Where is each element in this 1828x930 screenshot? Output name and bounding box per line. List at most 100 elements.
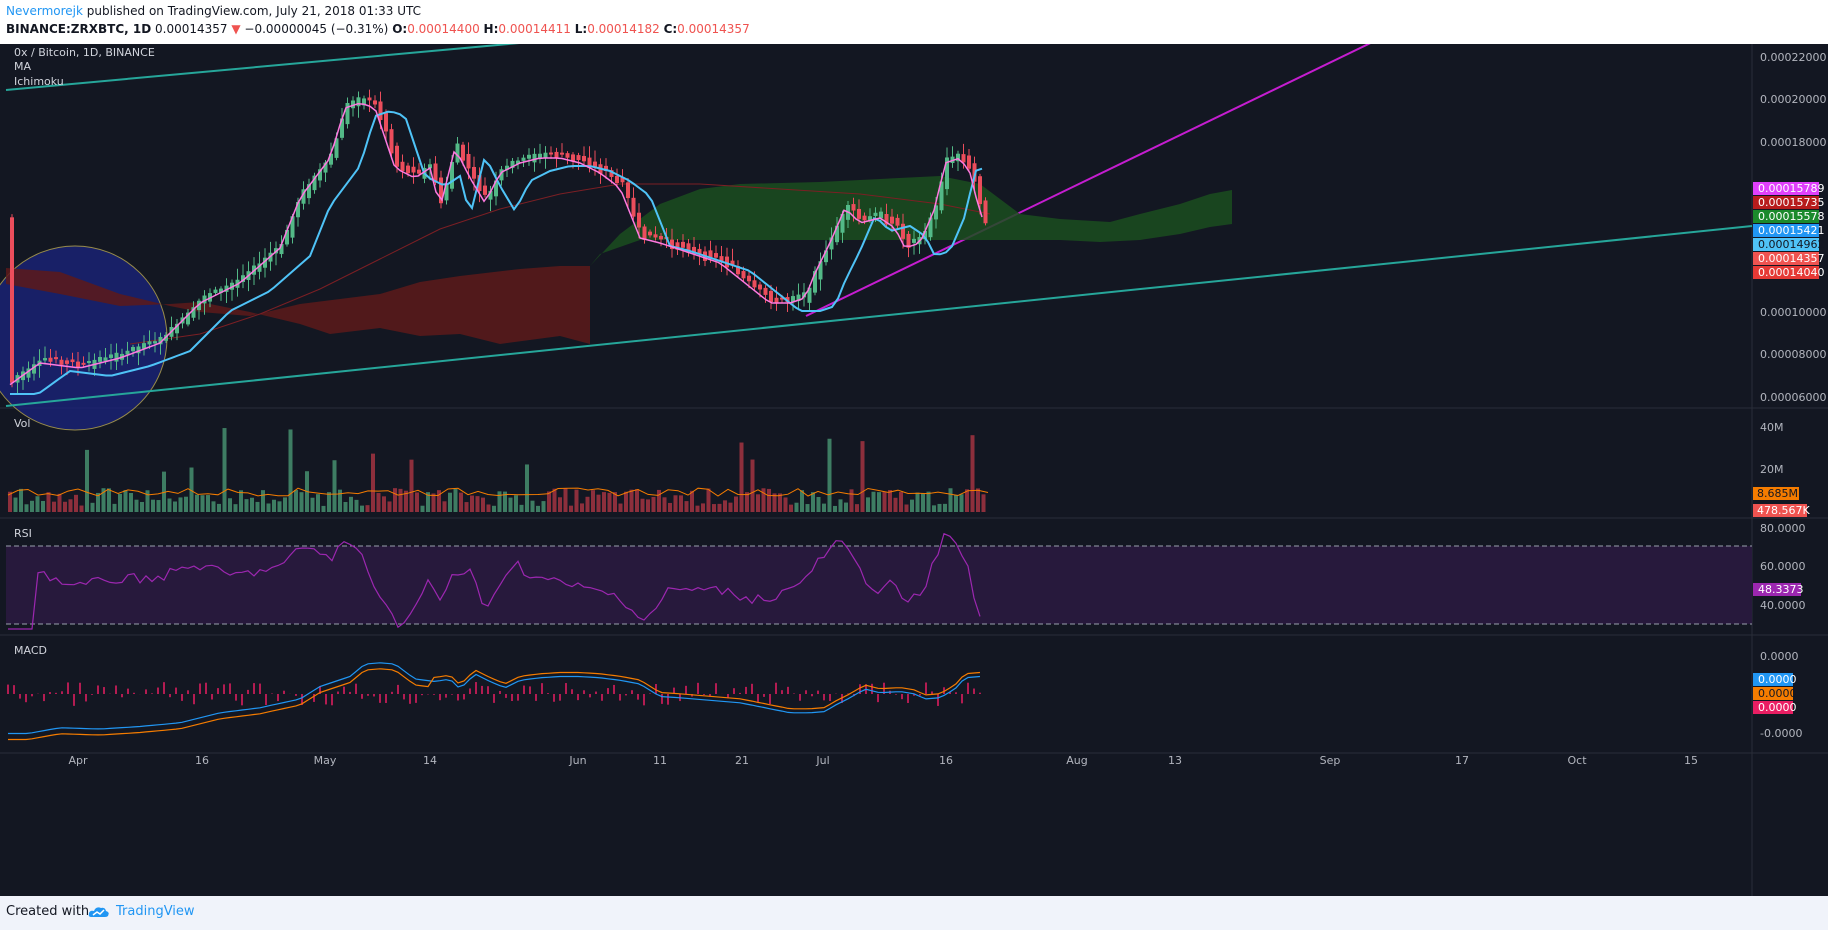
candle-body: [329, 153, 333, 165]
volume-bar: [211, 501, 216, 512]
volume-bar: [607, 492, 612, 512]
tradingview-link[interactable]: TradingView: [116, 904, 195, 919]
volume-bar: [519, 504, 524, 512]
rsi-tick: 60.0000: [1760, 560, 1806, 573]
volume-bar: [239, 490, 243, 512]
volume-bar: [52, 501, 56, 512]
volume-bar: [745, 492, 749, 512]
candle-body: [351, 100, 355, 109]
volume-bar: [464, 502, 469, 512]
candle-body: [780, 297, 784, 300]
volume-bar: [866, 497, 870, 512]
volume-bar: [651, 496, 656, 512]
vol-tick: 40M: [1760, 421, 1784, 434]
volume-bar: [96, 492, 100, 512]
candle-body: [65, 360, 69, 364]
volume-bar: [470, 495, 474, 512]
candle-body: [615, 175, 619, 184]
svg-text:0.00014357: 0.00014357: [1758, 252, 1824, 265]
volume-bar: [904, 504, 909, 512]
rsi-badge: 48.3373: [1753, 583, 1804, 596]
chart-area[interactable]: 0x / Bitcoin, 1D, BINANCE MA Ichimoku Vo…: [0, 44, 1828, 896]
trendline-teal-lower: [5, 225, 1753, 407]
volume-bar: [233, 504, 238, 512]
volume-bar: [178, 497, 183, 512]
candle-body: [48, 357, 53, 362]
candle-body: [406, 165, 410, 174]
candle-body: [175, 323, 179, 334]
volume-bar: [558, 497, 562, 512]
volume-bar: [646, 499, 650, 512]
volume-bar: [635, 489, 639, 512]
candle-body: [433, 163, 438, 183]
author-link[interactable]: Nevermorejk: [6, 4, 83, 18]
candle-body: [763, 287, 768, 295]
vol-badge: 478.567K: [1753, 504, 1810, 517]
time-tick: 16: [195, 754, 209, 767]
candle-body: [939, 181, 944, 211]
volume-bar: [376, 493, 381, 512]
chart-canvas[interactable]: 0x / Bitcoin, 1D, BINANCE MA Ichimoku Vo…: [0, 44, 1828, 896]
candle-body: [450, 162, 454, 189]
time-tick: 16: [939, 754, 953, 767]
vol-badge: 8.685M: [1753, 487, 1799, 500]
tradingview-cloud-icon[interactable]: [88, 905, 110, 919]
candle-body: [318, 169, 322, 181]
candle-body: [43, 358, 47, 361]
candle-body: [142, 343, 146, 349]
candle-body: [455, 143, 460, 163]
created-with-text: Created with: [6, 904, 90, 919]
candle-body: [87, 361, 91, 364]
volume-bar: [684, 501, 689, 512]
low-label: L:: [574, 22, 588, 36]
close-label: C:: [663, 22, 678, 36]
volume-bar: [481, 497, 485, 512]
volume-bar: [855, 504, 859, 512]
price-badge: 0.00015735: [1753, 196, 1824, 209]
candle-body: [686, 243, 691, 253]
volume-bar: [613, 492, 617, 512]
candle-body: [461, 144, 465, 161]
time-tick: 13: [1168, 754, 1182, 767]
svg-text:48.3373: 48.3373: [1758, 583, 1804, 596]
ma-blue-line: [10, 110, 983, 395]
time-tick: 17: [1455, 754, 1469, 767]
ma-pink-line: [9, 102, 983, 386]
rsi-legend[interactable]: RSI: [14, 527, 32, 540]
svg-text:0.0000: 0.0000: [1758, 673, 1797, 686]
candle-body: [758, 284, 762, 290]
volume-bar: [739, 442, 744, 512]
volume-bar: [981, 494, 986, 512]
trendline-teal-upper: [5, 44, 520, 91]
vol-legend[interactable]: Vol: [14, 417, 30, 430]
macd-legend[interactable]: MACD: [14, 644, 47, 657]
candle-body: [901, 223, 905, 239]
volume-bar: [976, 488, 980, 512]
volume-bar: [602, 492, 606, 512]
time-axis[interactable]: Apr 16 May 14 Jun 11 21 Jul 16 Aug 13 Se…: [68, 754, 1698, 767]
time-tick: Jul: [815, 754, 829, 767]
candle-body: [620, 177, 625, 183]
candle-body: [279, 243, 284, 255]
volume-bar: [360, 505, 364, 512]
volume-bar: [74, 494, 78, 512]
volume-bar: [206, 495, 210, 512]
volume-bar: [893, 497, 898, 512]
volume-bar: [57, 493, 62, 512]
candle-body: [494, 180, 498, 197]
candle-body: [191, 307, 196, 318]
price-axis[interactable]: 0.00022000 0.00020000 0.00018000 0.00010…: [1753, 51, 1826, 740]
volume-bar: [442, 501, 447, 512]
candle-body: [477, 175, 482, 192]
candle-body: [373, 100, 377, 105]
svg-text:0.00015578: 0.00015578: [1758, 210, 1824, 223]
candle-body: [219, 288, 223, 293]
volume-bar: [591, 490, 595, 512]
volume-bar: [882, 491, 887, 512]
svg-text:0.00015735: 0.00015735: [1758, 196, 1824, 209]
ma-legend[interactable]: MA: [14, 60, 31, 73]
candle-body: [697, 248, 702, 254]
ichimoku-legend[interactable]: Ichimoku: [14, 75, 64, 88]
volume-bar: [926, 491, 931, 512]
svg-text:0.00015421: 0.00015421: [1758, 224, 1824, 237]
